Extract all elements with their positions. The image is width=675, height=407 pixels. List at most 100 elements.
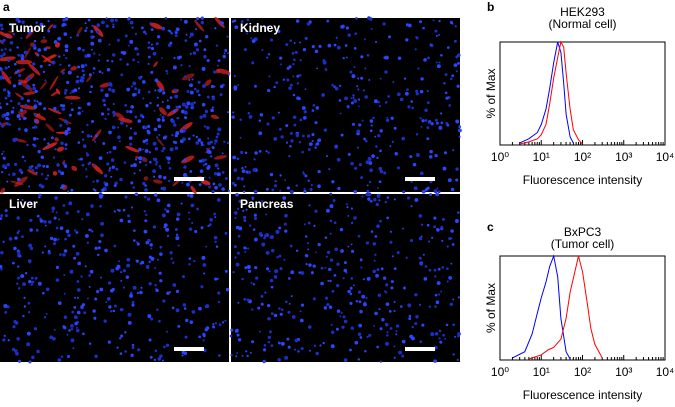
x-tick-label: 10¹ [533, 365, 550, 379]
nucleus [47, 29, 51, 33]
nucleus [142, 181, 146, 186]
nucleus [174, 30, 177, 33]
nucleus [131, 343, 135, 347]
nucleus [43, 138, 46, 141]
nucleus [33, 104, 38, 109]
nucleus [136, 52, 140, 56]
nucleus [13, 349, 18, 353]
nucleus [4, 209, 8, 212]
nucleus [94, 140, 97, 143]
nucleus [377, 100, 380, 104]
nucleus [360, 176, 364, 180]
nucleus [408, 314, 412, 318]
nucleus [101, 71, 104, 75]
nucleus [130, 85, 134, 88]
nucleus [191, 78, 194, 81]
nucleus [215, 245, 219, 248]
nucleus [247, 247, 250, 250]
nucleus [12, 106, 15, 109]
nucleus [233, 183, 237, 187]
nucleus [448, 104, 452, 107]
nucleus [30, 283, 34, 286]
nucleus [347, 106, 350, 109]
nucleus [244, 151, 248, 155]
nucleus [357, 105, 360, 108]
nucleus [222, 54, 226, 59]
nucleus [123, 161, 127, 164]
nucleus [22, 282, 26, 287]
nucleus [338, 84, 342, 87]
nucleus [108, 305, 112, 309]
nucleus [338, 99, 342, 102]
nucleus [419, 171, 424, 176]
nucleus [363, 137, 366, 141]
nucleus [134, 192, 139, 197]
nucleus [164, 16, 168, 20]
nucleus [434, 153, 438, 158]
nucleus [17, 250, 21, 255]
nucleus [340, 133, 344, 137]
nucleus [189, 52, 192, 55]
nucleus [116, 346, 119, 349]
nucleus [8, 123, 12, 127]
nucleus [59, 124, 63, 127]
nucleus [156, 96, 159, 99]
red-signal [143, 176, 149, 181]
nucleus [147, 46, 150, 49]
nucleus [206, 126, 210, 130]
nucleus [173, 56, 176, 60]
nucleus [267, 340, 271, 344]
nucleus [153, 127, 158, 132]
nucleus [393, 126, 397, 130]
nucleus [95, 179, 100, 183]
nucleus [211, 96, 216, 101]
nucleus [130, 206, 133, 209]
nucleus [101, 188, 105, 192]
x-tick-label: 10³ [615, 365, 632, 379]
nucleus [63, 249, 68, 253]
nucleus [93, 316, 97, 320]
nucleus [424, 108, 428, 113]
nucleus [379, 327, 383, 331]
nucleus [302, 115, 307, 120]
nucleus [378, 199, 381, 202]
nucleus [145, 213, 148, 217]
nucleus [154, 266, 157, 269]
nucleus [167, 161, 171, 164]
nucleus [349, 348, 352, 352]
nucleus [328, 305, 333, 309]
nucleus [381, 318, 385, 322]
nucleus [60, 355, 64, 358]
nucleus [100, 112, 105, 116]
nucleus [206, 147, 209, 150]
nucleus [59, 186, 63, 189]
nucleus [316, 67, 318, 70]
nucleus [52, 242, 56, 246]
nucleus [140, 286, 143, 289]
nucleus [407, 105, 411, 109]
nucleus [365, 296, 368, 300]
nucleus [440, 54, 443, 57]
histogram-curve [519, 41, 574, 144]
nucleus [374, 135, 377, 138]
nucleus [221, 171, 225, 174]
nucleus [317, 184, 321, 189]
x-tick-label: 10⁰ [491, 365, 509, 379]
nucleus [191, 221, 194, 224]
nucleus [62, 22, 66, 27]
nucleus [36, 137, 39, 140]
nucleus [89, 90, 92, 94]
nucleus [175, 105, 179, 109]
nucleus [428, 155, 433, 159]
nucleus [319, 344, 322, 347]
nucleus [447, 178, 452, 183]
nucleus [414, 322, 418, 326]
nucleus [24, 128, 28, 132]
nucleus [241, 166, 244, 170]
nucleus [162, 299, 166, 303]
nucleus [350, 277, 354, 280]
nucleus [139, 290, 143, 295]
nucleus [43, 107, 47, 111]
chart-title: BxPC3 [564, 225, 602, 239]
red-signal [52, 171, 58, 176]
